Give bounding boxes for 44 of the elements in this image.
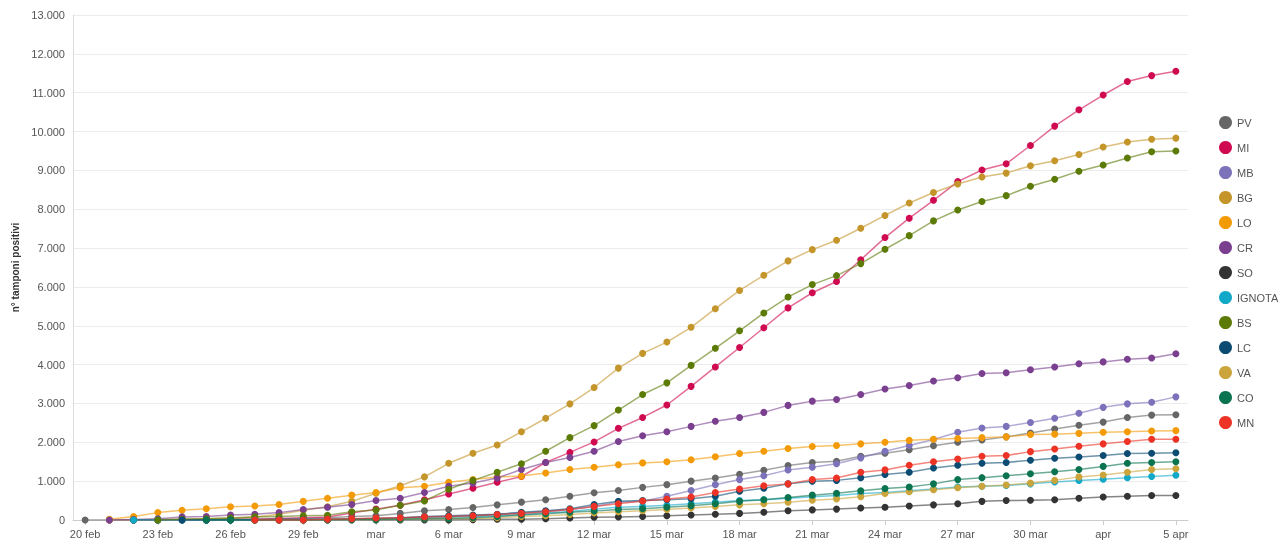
legend-label: CO <box>1237 391 1254 404</box>
x-tick-label: 15 mar <box>649 527 685 540</box>
y-tick-label: 13.000 <box>31 9 65 21</box>
x-tick-label: apr <box>1095 527 1112 540</box>
legend-label: CR <box>1237 241 1253 254</box>
y-tick-label: 9.000 <box>37 164 65 177</box>
x-tick-label: 9 mar <box>507 527 536 540</box>
x-tick-label: 23 feb <box>142 527 174 540</box>
y-tick-label: 0 <box>58 514 65 526</box>
legend-label: BG <box>1237 191 1253 204</box>
y-tick-label: 6.000 <box>37 280 65 293</box>
y-tick-label: 8.000 <box>37 203 65 216</box>
y-tick-label: 1.000 <box>37 475 65 488</box>
x-tick-label: 21 mar <box>795 527 830 540</box>
legend-label: MB <box>1237 166 1254 179</box>
legend-label: IGNOTA <box>1237 291 1280 304</box>
x-tick-label: 30 mar <box>1013 527 1048 540</box>
x-tick-label: 6 mar <box>434 527 464 540</box>
x-tick-label: 24 mar <box>867 527 903 540</box>
legend-label: VA <box>1237 366 1252 379</box>
legend-label: MI <box>1237 141 1250 154</box>
x-tick-label: mar <box>366 527 386 540</box>
y-tick-label: 2.000 <box>37 436 65 449</box>
x-tick-label: 18 mar <box>722 527 758 540</box>
y-tick-label: 7.000 <box>37 242 65 255</box>
y-axis-title: n° tamponi positivi <box>9 222 21 313</box>
x-tick-label: 26 feb <box>215 527 246 540</box>
legend-label: LO <box>1237 216 1253 229</box>
y-tick-label: 4.000 <box>37 358 65 371</box>
y-tick-label: 5.000 <box>37 319 65 332</box>
legend-label: PV <box>1237 116 1253 129</box>
y-tick-label: 3.000 <box>37 397 65 410</box>
y-tick-label: 12.000 <box>31 47 65 60</box>
legend-label: SO <box>1237 266 1254 279</box>
legend-label: MN <box>1237 416 1255 429</box>
y-tick-label: 10.000 <box>31 125 65 138</box>
x-tick-label: 12 mar <box>577 527 612 540</box>
x-tick-label: 5 apr <box>1163 527 1189 540</box>
x-tick-label: 27 mar <box>940 527 976 540</box>
legend-label: BS <box>1237 316 1252 329</box>
legend-label: LC <box>1237 341 1252 354</box>
x-tick-label: 29 feb <box>287 527 319 540</box>
x-tick-label: 20 feb <box>69 527 101 540</box>
y-tick-label: 11.000 <box>32 86 65 99</box>
